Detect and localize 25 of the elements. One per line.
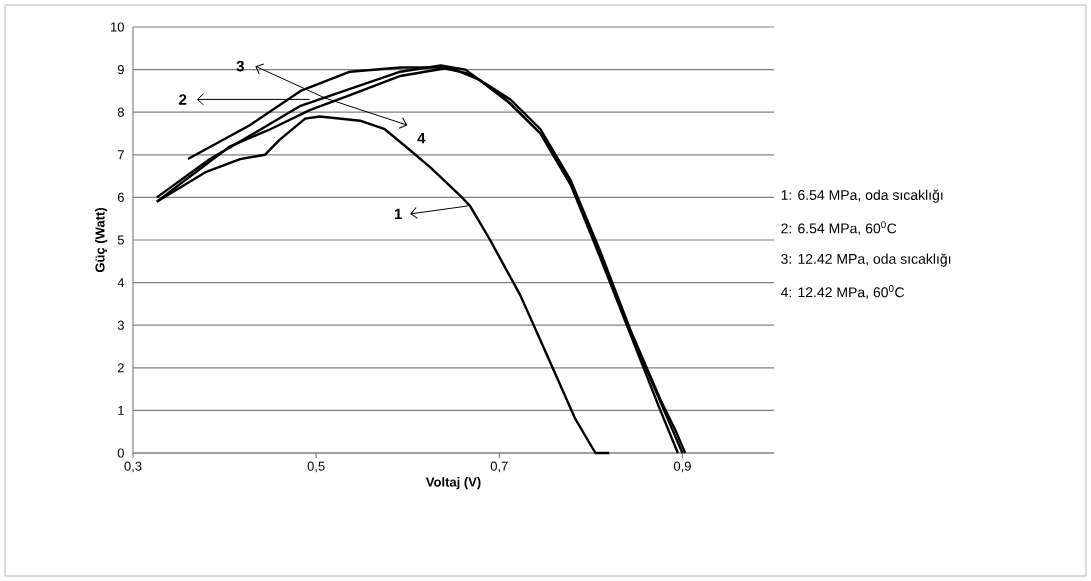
- x-tick-label: 0,9: [673, 461, 691, 473]
- annotation: 3: [236, 60, 244, 72]
- x-tick-label: 0,7: [490, 461, 508, 473]
- y-tick-label: 2: [117, 363, 124, 373]
- y-axis-title: Güç (Watt): [95, 208, 108, 273]
- text: 3: 12.42 MPa, oda sıcaklığı: [781, 253, 951, 267]
- y-tick-label: 9: [117, 64, 124, 75]
- text: 4: 12.42 MPa, 60$^{0}$C: [780, 285, 905, 299]
- x-axis-title: Voltaj (V): [425, 477, 481, 490]
- text: 2: 6.54 MPa, 60$^{0}$C: [781, 221, 897, 235]
- y-tick-label: 3: [117, 320, 124, 330]
- y-tick-label: 0: [117, 448, 124, 458]
- text: 1: 6.54 MPa, oda sıcaklığı: [781, 189, 943, 203]
- y-tick-label: 10: [111, 22, 124, 32]
- y-tick-label: 5: [117, 235, 124, 245]
- y-tick-label: 6: [117, 192, 124, 202]
- y-tick-label: 1: [118, 405, 124, 415]
- y-tick-label: 8: [117, 107, 124, 117]
- annotation: 4: [417, 132, 426, 144]
- y-tick-label: 7: [117, 150, 124, 160]
- annotation: 2: [179, 94, 187, 105]
- x-tick-label: 0,3: [124, 461, 142, 473]
- y-tick-label: 4: [117, 278, 125, 288]
- annotation: 1: [394, 208, 402, 220]
- x-tick-label: 0,5: [307, 461, 325, 473]
